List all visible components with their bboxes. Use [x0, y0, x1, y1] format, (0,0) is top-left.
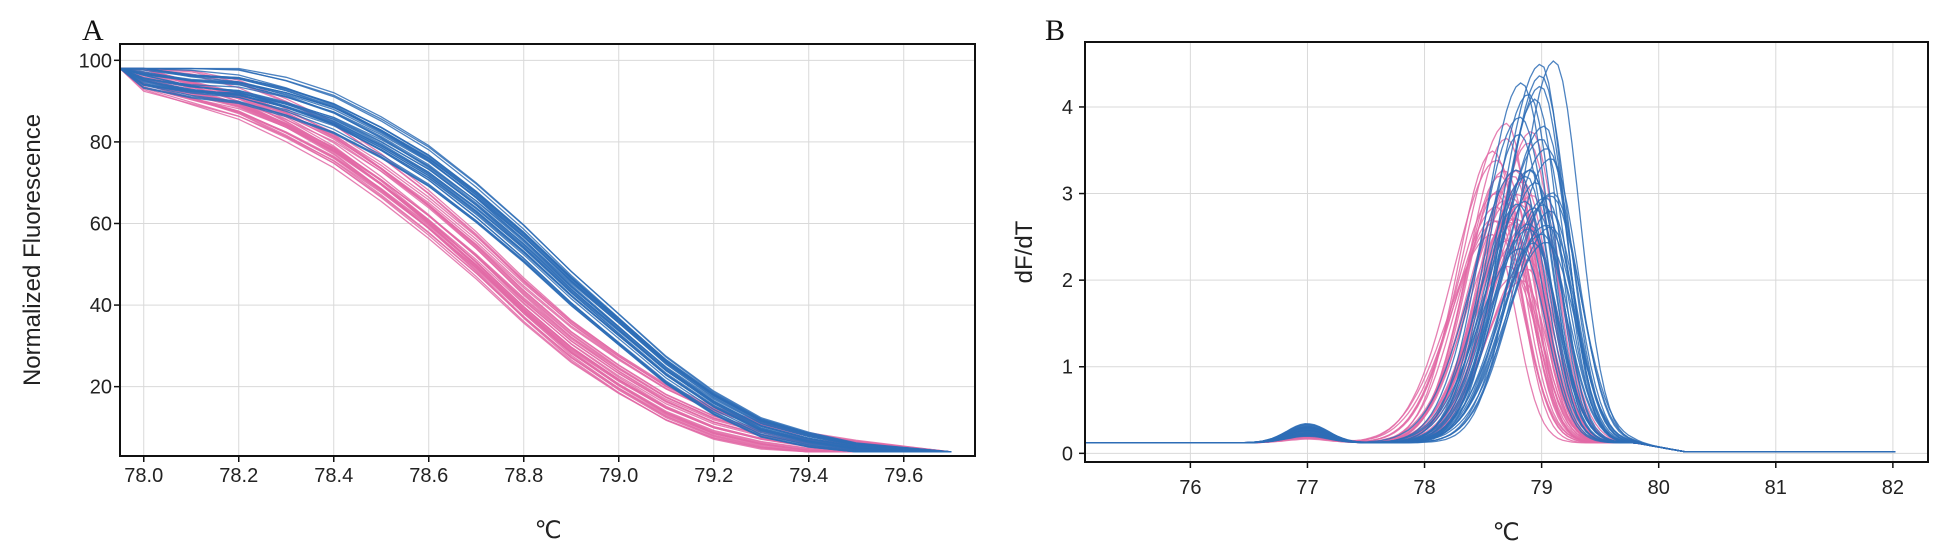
- panel-a-y-ticks: 20 40 60 80 100: [79, 50, 120, 399]
- y-tick-label: 4: [1062, 97, 1073, 119]
- curve-line: [1085, 196, 1896, 453]
- y-tick-label: 1: [1062, 357, 1073, 379]
- y-tick-label: 2: [1062, 270, 1073, 292]
- x-tick-label: 82: [1882, 477, 1904, 499]
- panel-b-y-axis-title: dF/dT: [1011, 220, 1038, 283]
- panel-a-x-ticks: 78.0 78.2 78.4 78.6 78.8 79.0 79.2 79.4 79.6: [124, 456, 923, 487]
- x-tick-label: 78: [1413, 477, 1435, 499]
- curve-line: [119, 67, 952, 453]
- y-tick-label: 3: [1062, 184, 1073, 206]
- x-tick-label: 78.8: [504, 465, 543, 487]
- curve-line: [120, 67, 952, 453]
- panel-b-plot-frame: [1084, 41, 1929, 463]
- panel-a-x-axis-title: ℃: [535, 516, 562, 544]
- panel-b-x-ticks: 76 77 78 79 80 81 82: [1179, 462, 1904, 499]
- panel-a-plot-frame: [119, 43, 976, 457]
- y-tick-label: 60: [90, 213, 112, 235]
- x-tick-label: 76: [1179, 477, 1201, 499]
- x-tick-label: 78.6: [409, 465, 448, 487]
- panel-b-y-ticks: 0 1 2 3 4: [1062, 97, 1085, 465]
- y-tick-label: 40: [90, 295, 112, 317]
- x-tick-label: 79.4: [789, 465, 828, 487]
- curve-line: [119, 67, 952, 453]
- x-tick-label: 81: [1765, 477, 1787, 499]
- panel-a-y-axis-title: Normalized Fluorescence: [19, 114, 46, 386]
- panel-b-curves: [1084, 60, 1896, 453]
- x-tick-label: 78.4: [314, 465, 353, 487]
- x-tick-label: 79.2: [694, 465, 733, 487]
- curve-line: [119, 67, 952, 453]
- x-tick-label: 78.2: [219, 465, 258, 487]
- curve-line: [119, 67, 952, 453]
- x-tick-label: 79.6: [884, 465, 923, 487]
- curve-line: [119, 67, 952, 453]
- y-tick-label: 80: [90, 132, 112, 154]
- panel-a-melt-curve-chart: A 78.0 78.2 78.4 78.6 78.8 79.0 79.2 79.4 79.6 2…: [19, 14, 976, 544]
- x-tick-label: 79.0: [599, 465, 638, 487]
- panel-b-label: B: [1045, 14, 1065, 47]
- y-tick-label: 20: [90, 377, 112, 399]
- curve-line: [120, 67, 952, 453]
- x-tick-label: 79: [1531, 477, 1553, 499]
- curve-line: [119, 67, 952, 453]
- x-tick-label: 80: [1648, 477, 1670, 499]
- curve-line: [120, 67, 952, 453]
- panel-a-y-gridlines: [120, 59, 975, 388]
- y-tick-label: 100: [79, 50, 112, 72]
- panel-a-curves: [119, 67, 952, 453]
- series-2-curves: [119, 67, 952, 453]
- y-tick-label: 0: [1062, 443, 1073, 465]
- series-2-curves: [1084, 60, 1896, 453]
- x-tick-label: 78.0: [124, 465, 163, 487]
- x-tick-label: 77: [1296, 477, 1318, 499]
- panel-b-x-axis-title: ℃: [1493, 518, 1520, 546]
- panel-b-derivative-chart: B 76 77 78 79 80 81 82 0 1 2 3 4 dF/dT ℃: [1011, 14, 1929, 546]
- curve-line: [119, 67, 952, 453]
- panel-a-label: A: [82, 14, 104, 47]
